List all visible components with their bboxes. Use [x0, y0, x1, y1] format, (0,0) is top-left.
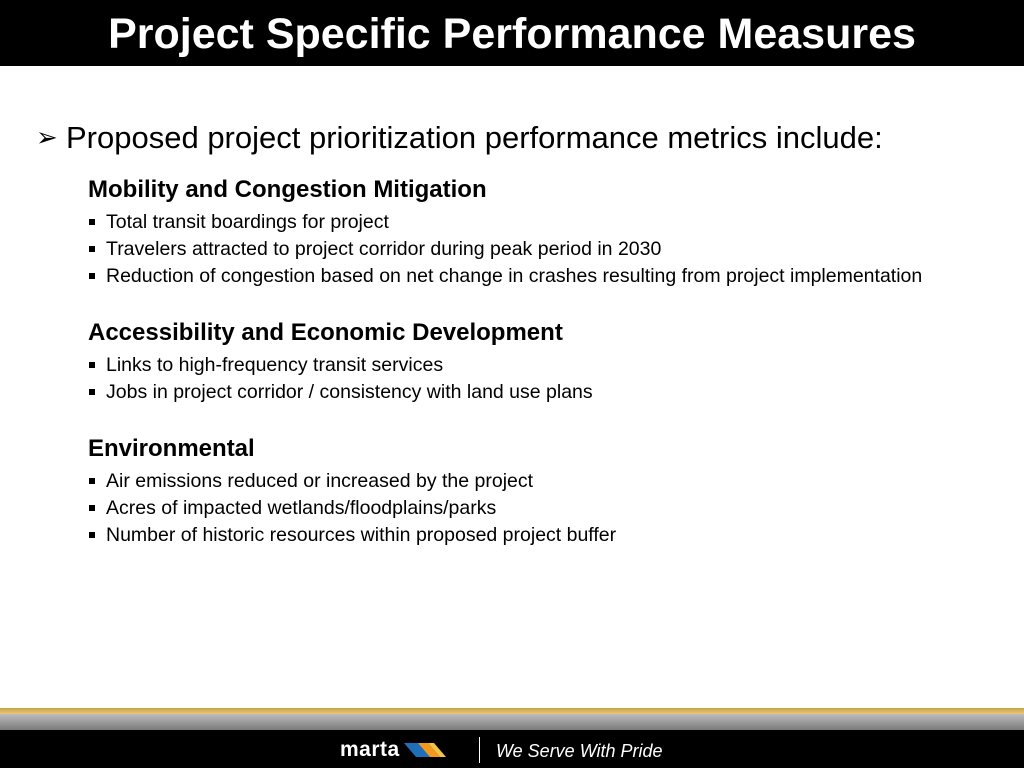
list-item: Travelers attracted to project corridor … — [88, 238, 988, 260]
marta-logo: marta — [340, 739, 448, 761]
logo-wordmark: marta — [340, 738, 400, 761]
lead-text: Proposed project prioritization performa… — [66, 120, 883, 155]
marta-stripes-icon — [403, 743, 446, 757]
list-item: Links to high-frequency transit services — [88, 354, 988, 376]
bullet-list: Links to high-frequency transit services… — [88, 354, 988, 403]
section-environmental: Environmental Air emissions reduced or i… — [88, 433, 988, 546]
bullet-list: Total transit boardings for project Trav… — [88, 211, 988, 287]
footer-bar: marta We Serve With Pride — [0, 730, 1024, 768]
section-accessibility: Accessibility and Economic Development L… — [88, 317, 988, 403]
square-bullet-icon — [89, 219, 95, 225]
section-heading: Environmental — [88, 435, 255, 462]
tagline: We Serve With Pride — [496, 741, 663, 761]
slide-title: Project Specific Performance Measures — [108, 10, 916, 58]
list-item: Acres of impacted wetlands/floodplains/p… — [88, 497, 988, 519]
square-bullet-icon — [89, 362, 95, 368]
list-item: Reduction of congestion based on net cha… — [88, 265, 988, 287]
section-heading: Accessibility and Economic Development — [88, 319, 563, 346]
square-bullet-icon — [89, 532, 95, 538]
square-bullet-icon — [89, 389, 95, 395]
square-bullet-icon — [89, 246, 95, 252]
square-bullet-icon — [89, 273, 95, 279]
arrow-bullet-icon: ➢ — [36, 122, 58, 152]
section-heading: Mobility and Congestion Mitigation — [88, 176, 487, 203]
square-bullet-icon — [89, 478, 95, 484]
section-mobility: Mobility and Congestion Mitigation Total… — [88, 174, 988, 287]
list-item: Total transit boardings for project — [88, 211, 988, 233]
metrics-content: Mobility and Congestion Mitigation Total… — [88, 174, 988, 576]
bullet-list: Air emissions reduced or increased by th… — [88, 470, 988, 546]
footer-grey-stripe — [0, 714, 1024, 730]
footer-gold-stripe — [0, 708, 1024, 714]
title-bar: Project Specific Performance Measures — [0, 0, 1024, 66]
lead-bullet: ➢ Proposed project prioritization perform… — [36, 117, 883, 158]
list-item: Air emissions reduced or increased by th… — [88, 470, 988, 492]
footer-divider — [479, 737, 480, 763]
list-item: Number of historic resources within prop… — [88, 524, 988, 546]
square-bullet-icon — [89, 505, 95, 511]
list-item: Jobs in project corridor / consistency w… — [88, 381, 988, 403]
